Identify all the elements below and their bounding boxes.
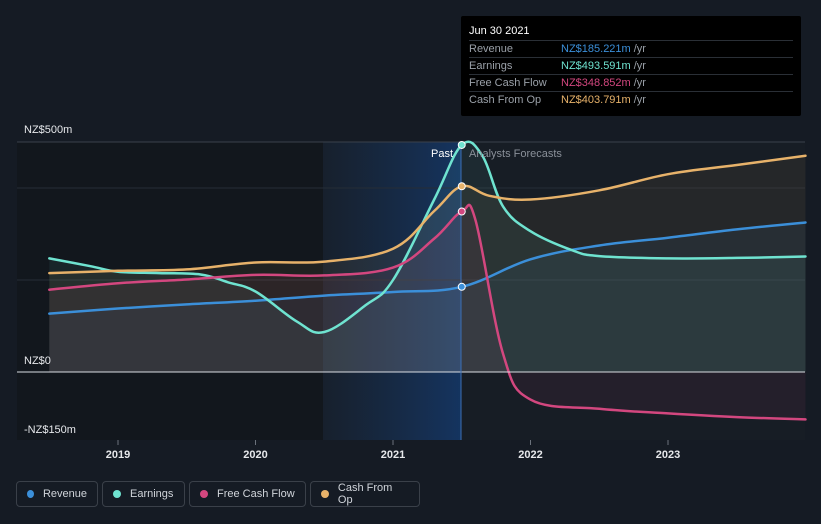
free-cash-flow-area — [49, 204, 806, 420]
x-tick-label: 2019 — [106, 449, 130, 461]
forecast-label: Analysts Forecasts — [469, 148, 562, 160]
tooltip: Jun 30 2021 Revenue NZ$185.221m/yr Earning… — [461, 16, 801, 116]
tooltip-row-revenue: Revenue NZ$185.221m/yr — [469, 40, 793, 58]
legend-free-cash-flow[interactable]: Free Cash Flow — [189, 481, 306, 507]
legend-dot-icon — [113, 490, 121, 498]
past-area-left — [17, 142, 323, 440]
revenue-highlight-point — [457, 282, 466, 291]
legend-cash-from-op[interactable]: Cash From Op — [310, 481, 420, 507]
legend-label: Free Cash Flow — [217, 488, 295, 500]
tooltip-row-label: Revenue — [469, 43, 514, 55]
tooltip-row-unit: /yr — [633, 43, 646, 55]
tooltip-row-earnings: Earnings NZ$493.591m/yr — [469, 57, 793, 75]
legend-revenue[interactable]: Revenue — [16, 481, 98, 507]
legend-label: Revenue — [42, 488, 87, 500]
tooltip-row-value: NZ$403.791m/yr — [561, 94, 646, 106]
earnings-line — [48, 140, 807, 334]
tooltip-row-unit: /yr — [633, 60, 646, 72]
legend-dot-icon — [200, 490, 208, 498]
tooltip-row-value: NZ$185.221m/yr — [561, 43, 646, 55]
past-label: Past — [431, 148, 453, 160]
y-label-top: NZ$500m — [24, 124, 72, 136]
tooltip-row-label: Free Cash Flow — [469, 77, 547, 89]
x-tick-label: 2021 — [381, 449, 405, 461]
legend-label: Cash From Op — [337, 482, 393, 506]
earnings-area — [49, 141, 806, 372]
legend-label: Earnings — [130, 488, 174, 500]
tooltip-row-label: Earnings — [469, 60, 513, 72]
legend-dot-icon — [321, 490, 329, 498]
cash-from-op-area — [49, 155, 806, 372]
tooltip-row-unit: /yr — [633, 94, 646, 106]
cash-from-op-line — [48, 154, 807, 275]
legend-dot-icon — [27, 490, 34, 498]
earnings-highlight-point — [457, 140, 466, 149]
tooltip-date: Jun 30 2021 — [469, 25, 530, 37]
cash-from-op-highlight-point — [457, 182, 466, 191]
tooltip-row-value: NZ$348.852m/yr — [561, 77, 646, 89]
revenue-line — [48, 221, 807, 315]
free-cash-flow-highlight-point — [457, 207, 466, 216]
y-label-bottom: -NZ$150m — [24, 424, 76, 436]
tooltip-row-label: Cash From Op — [469, 94, 542, 106]
tooltip-row-value: NZ$493.591m/yr — [561, 60, 646, 72]
x-tick-label: 2022 — [518, 449, 542, 461]
legend-earnings[interactable]: Earnings — [102, 481, 185, 507]
tooltip-row-free-cash-flow: Free Cash Flow NZ$348.852m/yr — [469, 74, 793, 92]
x-tick-label: 2023 — [656, 449, 680, 461]
revenue-area — [49, 222, 806, 372]
x-tick-label: 2020 — [243, 449, 267, 461]
tooltip-row-unit: /yr — [633, 77, 646, 89]
y-label-zero: NZ$0 — [24, 355, 51, 367]
tooltip-row-cash-from-op: Cash From Op NZ$403.791m/yr — [469, 91, 793, 109]
